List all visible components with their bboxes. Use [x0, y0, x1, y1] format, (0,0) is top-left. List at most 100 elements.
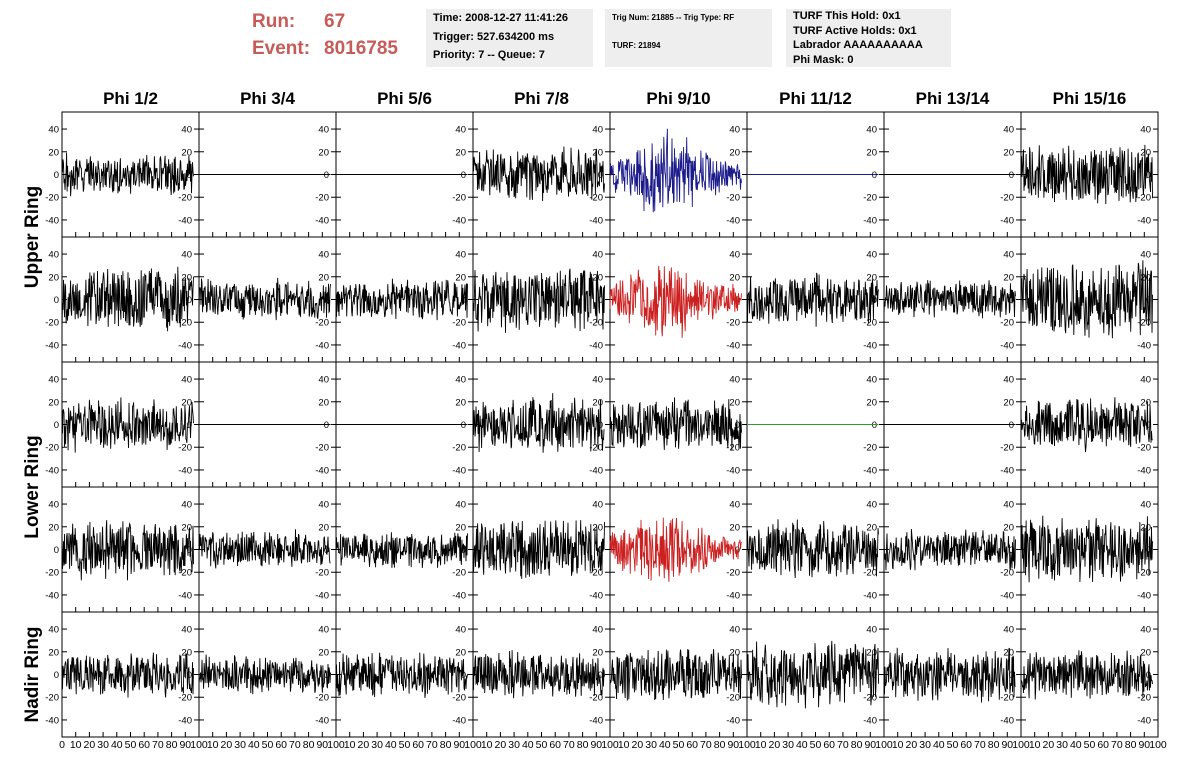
x-tick-label: 100 — [327, 739, 345, 751]
y-tick-label: 40 — [866, 250, 877, 261]
time-text: Time: 2008-12-27 11:41:26 — [433, 12, 568, 24]
y-tick-label: -40 — [1137, 340, 1151, 351]
y-tick-label: 40 — [866, 625, 877, 636]
y-tick-label: -20 — [452, 193, 466, 204]
x-tick-label: 50 — [262, 739, 274, 751]
x-tick-label: 40 — [248, 739, 260, 751]
y-tick-label: -20 — [1000, 693, 1014, 704]
waveform-trace — [61, 397, 194, 453]
y-tick-label: -20 — [178, 693, 192, 704]
waveform-trace — [746, 519, 879, 579]
y-tick-label: 0 — [598, 295, 603, 306]
y-tick-label: -40 — [589, 465, 603, 476]
y-tick-label: -40 — [726, 340, 740, 351]
x-tick-label: 80 — [714, 739, 726, 751]
y-tick-label: -20 — [726, 443, 740, 454]
y-tick-label: 40 — [181, 625, 192, 636]
event-line: Event: 8016785 — [252, 35, 398, 62]
time-trigger-panel: Time: 2008-12-27 11:41:26 Trigger: 527.6… — [426, 9, 593, 67]
y-tick-label: 40 — [181, 500, 192, 511]
y-tick-label: 40 — [318, 500, 329, 511]
y-tick-label: 40 — [1140, 500, 1151, 511]
y-tick-label: -20 — [726, 693, 740, 704]
y-tick-label: 20 — [866, 272, 877, 283]
y-tick-label: 40 — [1003, 250, 1014, 261]
x-tick-label: 70 — [700, 739, 712, 751]
y-tick-label: 20 — [729, 397, 740, 408]
x-tick-label: 50 — [536, 739, 548, 751]
y-tick-label: -40 — [178, 715, 192, 726]
y-tick-label: 20 — [1140, 647, 1151, 658]
turf-active-holds-text: TURF Active Holds: 0x1 — [793, 24, 917, 37]
y-tick-label: -40 — [726, 590, 740, 601]
y-tick-label: -40 — [589, 340, 603, 351]
y-tick-label: -40 — [589, 590, 603, 601]
waveform-trace — [198, 654, 331, 695]
x-tick-label: 80 — [577, 739, 589, 751]
y-tick-label: -20 — [1137, 318, 1151, 329]
y-tick-label: -40 — [315, 590, 329, 601]
y-tick-label: -20 — [45, 193, 59, 204]
y-tick-label: -40 — [726, 215, 740, 226]
column-header: Phi 1/2 — [103, 89, 158, 108]
y-tick-label: -20 — [1137, 443, 1151, 454]
y-tick-label: 20 — [1003, 522, 1014, 533]
y-tick-label: -20 — [452, 443, 466, 454]
waveform-trace — [472, 650, 605, 699]
x-tick-label: 30 — [782, 739, 794, 751]
x-tick-label: 10 — [207, 739, 219, 751]
y-tick-label: -20 — [1000, 318, 1014, 329]
y-tick-label: 40 — [866, 375, 877, 386]
y-tick-label: -40 — [1137, 465, 1151, 476]
y-tick-label: -40 — [452, 340, 466, 351]
y-tick-label: 0 — [461, 420, 466, 431]
y-tick-label: 0 — [187, 295, 192, 306]
y-tick-label: 20 — [318, 272, 329, 283]
y-tick-label: 40 — [1003, 375, 1014, 386]
y-tick-label: 20 — [455, 397, 466, 408]
y-tick-label: 40 — [1003, 500, 1014, 511]
column-header: Phi 5/6 — [377, 89, 432, 108]
x-tick-label: 30 — [1056, 739, 1068, 751]
y-tick-label: 20 — [866, 647, 877, 658]
y-tick-label: 20 — [318, 647, 329, 658]
y-tick-label: -40 — [45, 215, 59, 226]
y-tick-label: 40 — [455, 500, 466, 511]
y-tick-label: 40 — [1003, 125, 1014, 136]
y-tick-label: -20 — [452, 568, 466, 579]
turf-text: TURF: 21894 — [612, 41, 661, 50]
y-tick-label: 20 — [318, 397, 329, 408]
y-tick-label: 40 — [318, 625, 329, 636]
y-tick-label: -40 — [1137, 215, 1151, 226]
x-tick-label: 20 — [221, 739, 233, 751]
y-tick-label: -20 — [1137, 193, 1151, 204]
x-tick-label: 80 — [1125, 739, 1137, 751]
event-label: Event: — [252, 38, 311, 59]
x-tick-label: 60 — [412, 739, 424, 751]
waveform-trace — [198, 529, 331, 569]
y-tick-label: 40 — [318, 125, 329, 136]
y-tick-label: -40 — [45, 340, 59, 351]
waveform-trace — [883, 647, 1016, 703]
y-tick-label: -40 — [863, 465, 877, 476]
y-tick-label: 40 — [729, 500, 740, 511]
y-tick-label: 40 — [1140, 125, 1151, 136]
waveform-trace — [609, 265, 742, 338]
run-label: Run: — [252, 11, 296, 32]
y-tick-label: 0 — [324, 170, 329, 181]
x-tick-label: 70 — [426, 739, 438, 751]
y-tick-label: 0 — [598, 420, 603, 431]
y-tick-label: 20 — [729, 647, 740, 658]
y-tick-label: 0 — [1146, 170, 1151, 181]
x-tick-label: 90 — [179, 739, 191, 751]
x-tick-label: 60 — [960, 739, 972, 751]
waveform-trace — [61, 266, 194, 332]
y-tick-label: 0 — [324, 420, 329, 431]
labrador-text: Labrador AAAAAAAAAA — [793, 39, 923, 51]
y-tick-label: 40 — [866, 500, 877, 511]
y-tick-label: 40 — [455, 375, 466, 386]
y-tick-label: -20 — [1000, 193, 1014, 204]
y-tick-label: 20 — [1140, 147, 1151, 158]
x-tick-label: 20 — [769, 739, 781, 751]
y-tick-label: 40 — [729, 625, 740, 636]
